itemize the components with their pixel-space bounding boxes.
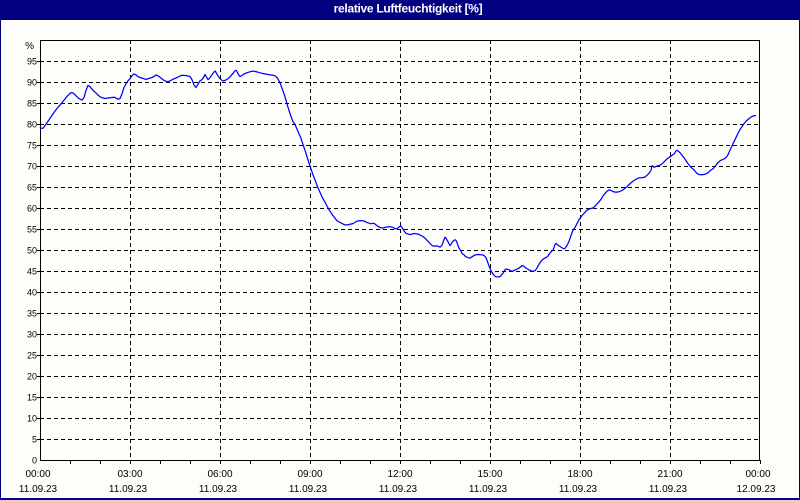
svg-text:0: 0 bbox=[32, 456, 37, 466]
svg-text:11.09.23: 11.09.23 bbox=[469, 484, 508, 495]
svg-text:55: 55 bbox=[27, 225, 37, 235]
svg-text:18:00: 18:00 bbox=[567, 469, 592, 480]
svg-text:09:00: 09:00 bbox=[297, 469, 322, 480]
svg-text:30: 30 bbox=[27, 330, 37, 340]
svg-text:11.09.23: 11.09.23 bbox=[379, 484, 418, 495]
svg-text:20: 20 bbox=[27, 372, 37, 382]
svg-text:80: 80 bbox=[27, 120, 37, 130]
svg-text:21:00: 21:00 bbox=[657, 469, 682, 480]
svg-text:60: 60 bbox=[27, 204, 37, 214]
svg-text:00:00: 00:00 bbox=[745, 469, 770, 480]
svg-text:11.09.23: 11.09.23 bbox=[289, 484, 328, 495]
svg-text:relative Luftfeuchtigkeit [%]: relative Luftfeuchtigkeit [%] bbox=[334, 2, 483, 16]
svg-text:90: 90 bbox=[27, 78, 37, 88]
svg-text:11.09.23: 11.09.23 bbox=[559, 484, 598, 495]
svg-text:03:00: 03:00 bbox=[117, 469, 142, 480]
svg-text:15:00: 15:00 bbox=[477, 469, 502, 480]
svg-text:70: 70 bbox=[27, 162, 37, 172]
svg-text:11.09.23: 11.09.23 bbox=[19, 484, 58, 495]
svg-text:12.09.23: 12.09.23 bbox=[737, 484, 776, 495]
svg-text:35: 35 bbox=[27, 309, 37, 319]
svg-text:11.09.23: 11.09.23 bbox=[109, 484, 148, 495]
svg-text:85: 85 bbox=[27, 99, 37, 109]
svg-text:25: 25 bbox=[27, 351, 37, 361]
svg-text:50: 50 bbox=[27, 246, 37, 256]
svg-text:65: 65 bbox=[27, 183, 37, 193]
svg-text:95: 95 bbox=[27, 57, 37, 67]
svg-text:06:00: 06:00 bbox=[207, 469, 232, 480]
svg-text:15: 15 bbox=[27, 393, 37, 403]
svg-text:00:00: 00:00 bbox=[25, 469, 50, 480]
svg-text:12:00: 12:00 bbox=[387, 469, 412, 480]
svg-text:11.09.23: 11.09.23 bbox=[649, 484, 688, 495]
svg-text:10: 10 bbox=[27, 414, 37, 424]
svg-text:5: 5 bbox=[32, 435, 37, 445]
svg-text:45: 45 bbox=[27, 267, 37, 277]
svg-text:75: 75 bbox=[27, 141, 37, 151]
svg-text:11.09.23: 11.09.23 bbox=[199, 484, 238, 495]
svg-text:%: % bbox=[25, 41, 34, 52]
svg-text:40: 40 bbox=[27, 288, 37, 298]
